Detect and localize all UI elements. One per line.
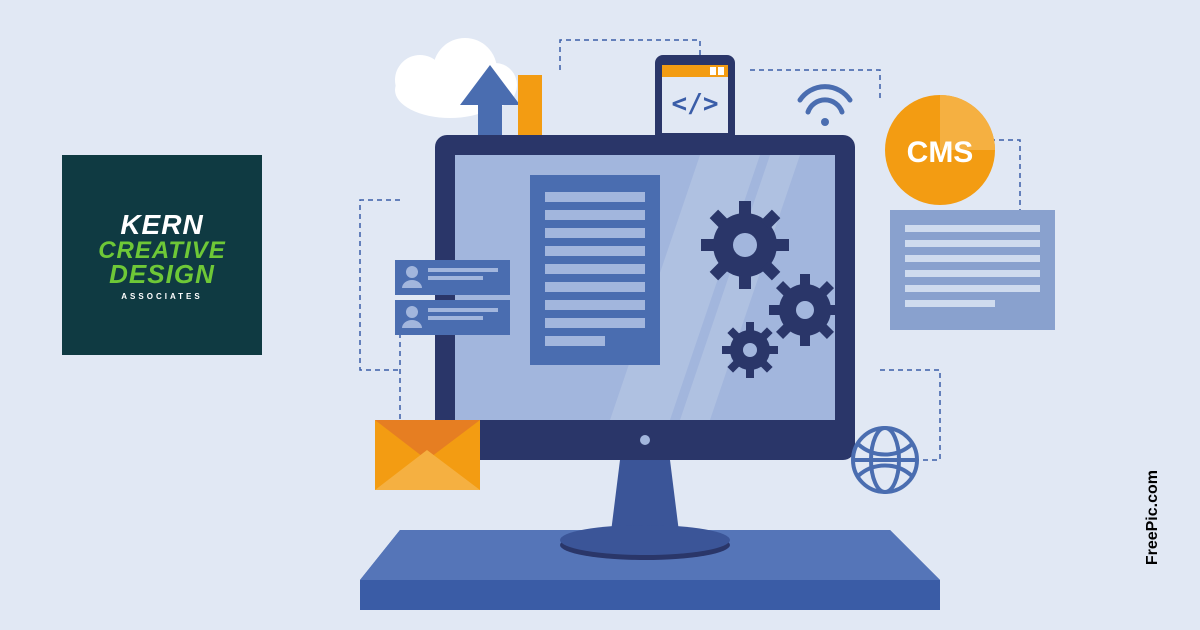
dashed-connector (750, 70, 880, 100)
logo-line-associates: ASSOCIATES (121, 292, 202, 301)
envelope-icon (375, 420, 480, 490)
wifi-icon (800, 87, 850, 126)
monitor-stand (560, 460, 730, 560)
code-symbol: </> (672, 89, 719, 119)
text-panel (890, 210, 1055, 330)
cms-badge: CMS (885, 95, 995, 205)
logo-line-kern: KERN (120, 209, 203, 241)
logo-box: KERN CREATIVE DESIGN ASSOCIATES (62, 155, 262, 355)
attribution-text: FreePic.com (1144, 470, 1162, 565)
globe-icon (853, 428, 917, 492)
logo-line-design: DESIGN (109, 259, 215, 290)
document-icon (530, 175, 660, 365)
dashed-connector (360, 200, 400, 370)
cms-label: CMS (907, 136, 974, 169)
phone-code-icon: </> (655, 55, 735, 145)
illustration: </> CMS (300, 20, 1100, 620)
